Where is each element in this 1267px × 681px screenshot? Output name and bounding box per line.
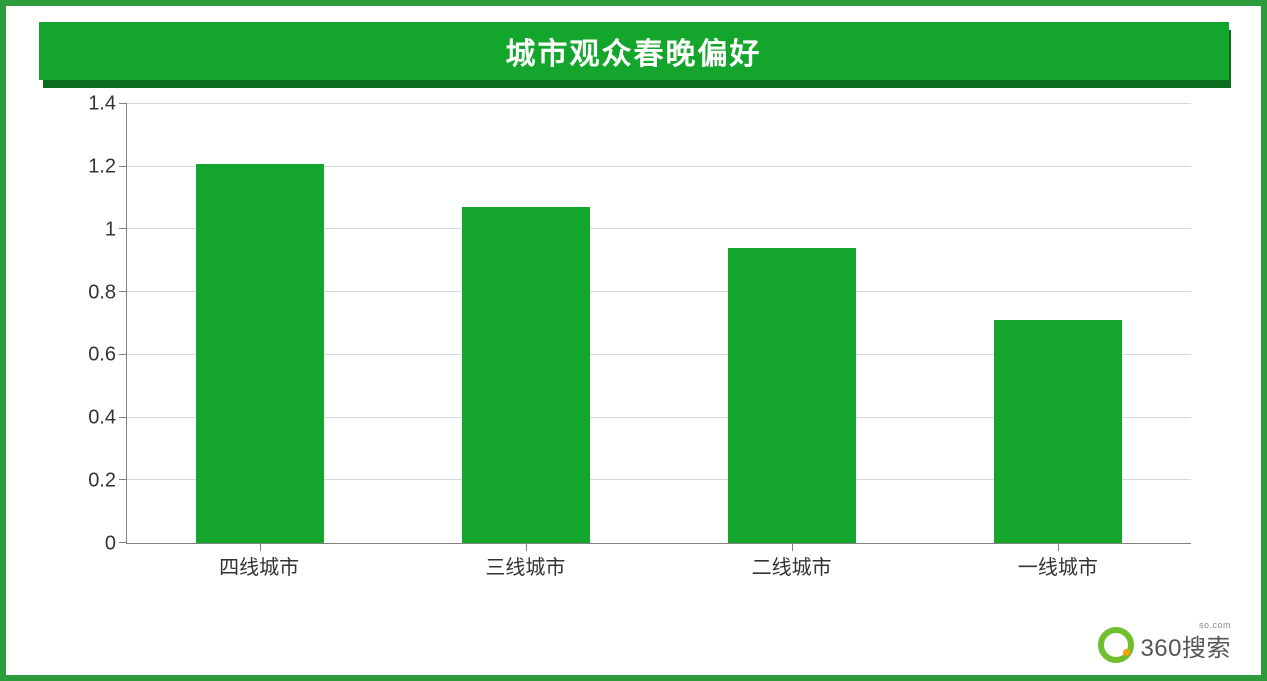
chart-title: 城市观众春晚偏好	[506, 29, 762, 73]
y-axis-label: 1.2	[66, 155, 116, 178]
x-tick	[792, 543, 793, 551]
bar	[728, 248, 856, 543]
bar	[196, 164, 324, 543]
y-axis-label: 0	[66, 533, 116, 556]
x-axis-label: 一线城市	[1018, 551, 1098, 580]
chart-area: 00.20.40.60.811.21.4四线城市三线城市二线城市一线城市	[66, 104, 1201, 584]
y-tick	[119, 479, 127, 480]
y-axis-label: 0.8	[66, 281, 116, 304]
logo-ring-icon	[1098, 627, 1134, 663]
brand-logo: so.com 360搜索	[1098, 627, 1231, 663]
y-tick	[119, 417, 127, 418]
logo-text: so.com 360搜索	[1140, 628, 1231, 663]
x-tick	[1058, 543, 1059, 551]
y-tick	[119, 291, 127, 292]
title-banner: 城市观众春晚偏好	[39, 22, 1229, 80]
x-axis-label: 三线城市	[485, 551, 565, 580]
x-axis-label: 四线城市	[219, 551, 299, 580]
y-axis-label: 1.4	[66, 93, 116, 116]
y-tick	[119, 103, 127, 104]
grid-line	[127, 103, 1191, 104]
logo-dot-icon	[1123, 649, 1130, 656]
y-axis-label: 0.6	[66, 344, 116, 367]
y-tick	[119, 354, 127, 355]
y-tick	[119, 542, 127, 543]
y-tick	[119, 228, 127, 229]
y-axis-label: 0.4	[66, 407, 116, 430]
x-tick	[260, 543, 261, 551]
y-axis-label: 0.2	[66, 470, 116, 493]
y-tick	[119, 166, 127, 167]
y-axis-label: 1	[66, 218, 116, 241]
slide-frame: 城市观众春晚偏好 0 0.2 0.4 0.6 0.8 1 1.2 1.4 四线城市 三线城市 二线城…	[0, 0, 1267, 681]
plot-region	[126, 104, 1191, 544]
x-tick	[526, 543, 527, 551]
logo-subtext: so.com	[1199, 620, 1231, 630]
bar	[462, 207, 590, 543]
logo-main-text: 360搜索	[1140, 635, 1231, 662]
bar	[994, 320, 1122, 543]
title-banner-container: 城市观众春晚偏好	[39, 22, 1229, 86]
x-axis-label: 二线城市	[752, 551, 832, 580]
